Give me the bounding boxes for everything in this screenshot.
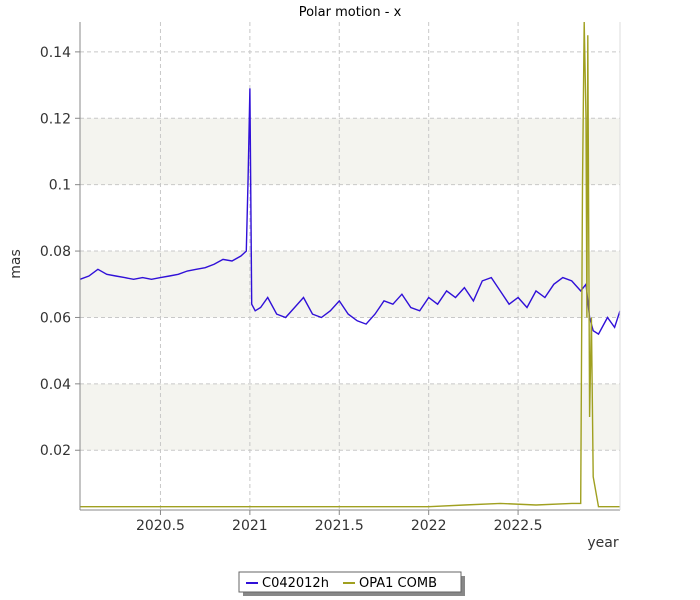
plot-band [80,383,620,451]
y-tick-label: 0.14 [40,45,71,61]
y-tick-label: 0.06 [40,310,71,326]
grid [80,22,620,510]
y-tick-label: 0.12 [40,111,71,127]
x-axis-label: year [587,535,618,551]
x-tick-label: 2022.5 [494,518,543,534]
y-axis-label: mas [8,249,24,279]
series-line-2 [80,21,620,508]
plot-background [80,22,620,510]
legend: C042012h OPA1 COMB [238,571,465,596]
x-tick-label: 2021 [232,518,268,534]
axes [75,22,621,515]
x-tick-label: 2022 [411,518,447,534]
plot-band [80,251,620,318]
x-tick-label: 2020.5 [136,518,185,534]
x-tick-labels: 2020.5 2021 2021.5 2022 2022.5 [136,518,543,534]
series-line-1 [79,88,621,336]
plot-band [80,118,620,185]
y-tick-label: 0.02 [40,443,71,459]
legend-label-1: C042012h [262,576,329,591]
y-tick-label: 0.08 [40,244,71,260]
chart-title: Polar motion - x [299,5,402,20]
legend-label-2: OPA1 COMB [359,576,437,591]
series-lines [79,21,621,508]
x-tick-label: 2021.5 [315,518,364,534]
y-tick-label: 0.1 [49,178,71,194]
y-tick-labels: 0.02 0.04 0.06 0.08 0.1 0.12 0.14 [40,45,71,459]
y-tick-label: 0.04 [40,377,71,393]
